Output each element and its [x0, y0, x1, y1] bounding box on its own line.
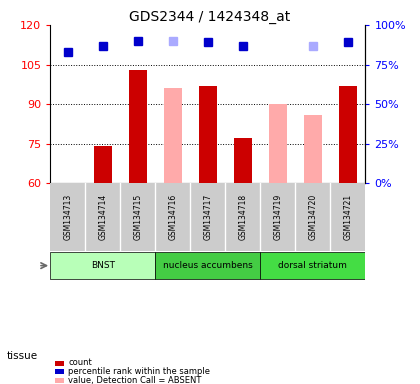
- Text: GDS2344 / 1424348_at: GDS2344 / 1424348_at: [129, 10, 291, 23]
- Text: GSM134721: GSM134721: [344, 194, 352, 240]
- Bar: [164, 88, 182, 183]
- Text: GSM134715: GSM134715: [134, 194, 142, 240]
- Text: nucleus accumbens: nucleus accumbens: [163, 261, 253, 270]
- Bar: [304, 114, 322, 183]
- Text: GSM134716: GSM134716: [168, 194, 177, 240]
- Bar: [94, 146, 112, 183]
- Text: BNST: BNST: [91, 261, 115, 270]
- Text: GSM134718: GSM134718: [239, 194, 247, 240]
- Text: count: count: [68, 358, 92, 367]
- Text: GSM134714: GSM134714: [98, 194, 108, 240]
- Text: GSM134720: GSM134720: [308, 194, 318, 240]
- Bar: [234, 138, 252, 183]
- Text: value, Detection Call = ABSENT: value, Detection Call = ABSENT: [68, 376, 202, 384]
- Text: tissue: tissue: [6, 351, 37, 361]
- Bar: [50, 252, 155, 279]
- Bar: [339, 86, 357, 183]
- Bar: [155, 252, 260, 279]
- Bar: [260, 252, 365, 279]
- Bar: [129, 70, 147, 183]
- Text: GSM134717: GSM134717: [203, 194, 213, 240]
- Bar: [269, 104, 286, 183]
- Text: percentile rank within the sample: percentile rank within the sample: [68, 367, 210, 376]
- Text: GSM134713: GSM134713: [63, 194, 72, 240]
- Text: dorsal striatum: dorsal striatum: [278, 261, 347, 270]
- Text: GSM134719: GSM134719: [273, 194, 282, 240]
- Bar: [199, 86, 217, 183]
